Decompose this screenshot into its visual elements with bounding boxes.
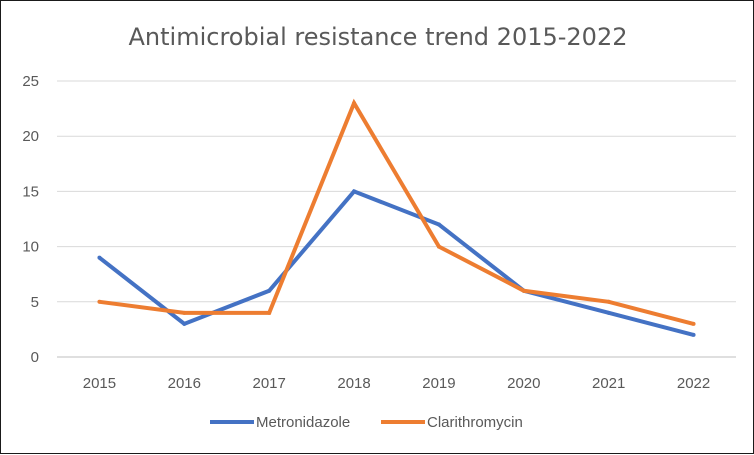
y-tick-label: 0 (31, 349, 39, 366)
x-tick-label: 2020 (507, 375, 540, 392)
data-point-clarithromycin (352, 101, 357, 106)
data-point-metronidazole (691, 332, 696, 337)
x-tick-label: 2016 (168, 375, 201, 392)
x-tick-label: 2021 (592, 375, 625, 392)
legend-label: Metronidazole (256, 414, 350, 431)
legend-label: Clarithromycin (427, 414, 523, 431)
data-point-clarithromycin (436, 244, 441, 249)
data-point-clarithromycin (691, 321, 696, 326)
data-point-metronidazole (436, 222, 441, 227)
data-point-metronidazole (182, 321, 187, 326)
x-tick-label: 2017 (253, 375, 286, 392)
data-point-clarithromycin (182, 310, 187, 315)
data-point-metronidazole (267, 288, 272, 293)
data-point-clarithromycin (267, 310, 272, 315)
data-point-clarithromycin (606, 299, 611, 304)
y-tick-label: 5 (31, 294, 39, 311)
data-point-clarithromycin (97, 299, 102, 304)
y-tick-label: 10 (22, 239, 39, 256)
series-line-metronidazole (98, 189, 695, 337)
x-tick-label: 2015 (83, 375, 116, 392)
x-tick-label: 2022 (677, 375, 710, 392)
data-point-metronidazole (606, 310, 611, 315)
chart-title: Antimicrobial resistance trend 2015-2022 (128, 23, 628, 51)
x-tick-label: 2018 (337, 375, 370, 392)
x-tick-label: 2019 (422, 375, 455, 392)
y-tick-label: 20 (22, 128, 39, 145)
data-point-metronidazole (352, 189, 357, 194)
y-tick-label: 15 (22, 183, 39, 200)
series-line-clarithromycin (99, 98, 695, 326)
y-tick-label: 25 (22, 73, 39, 90)
data-point-metronidazole (97, 255, 102, 260)
data-point-clarithromycin (521, 288, 526, 293)
